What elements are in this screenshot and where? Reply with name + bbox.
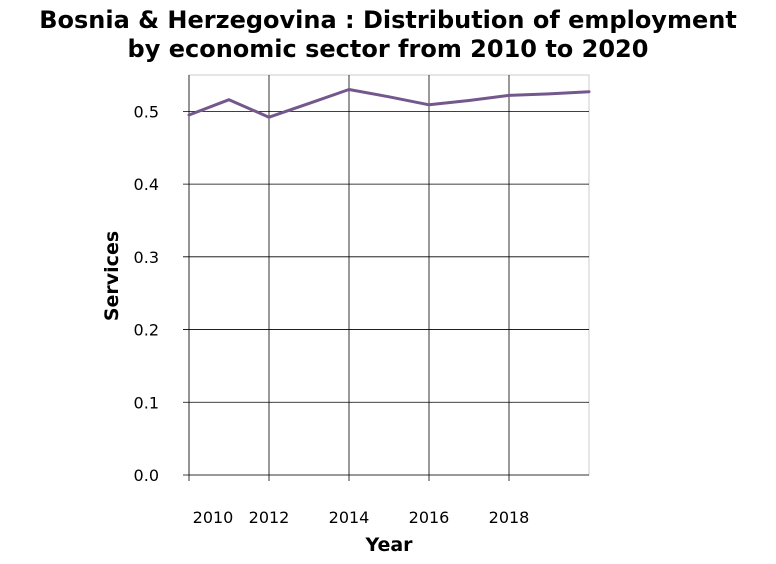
y-tick-label: 0.0: [134, 466, 159, 485]
y-tick-label: 0.3: [134, 248, 159, 267]
chart-title: Bosnia & Herzegovina : Distribution of e…: [0, 6, 776, 64]
y-tick-labels: 0.0 0.1 0.2 0.3 0.4 0.5: [134, 102, 159, 485]
plot-frame: [188, 74, 590, 476]
grid-lines: [183, 74, 590, 481]
y-tick-label: 0.2: [134, 321, 159, 340]
y-axis-label: Services: [101, 231, 123, 321]
chart-title-line-1: Bosnia & Herzegovina : Distribution of e…: [39, 6, 737, 34]
x-tick-label: 2012: [249, 508, 290, 527]
x-tick-label: 2010: [193, 508, 234, 527]
x-tick-label: 2016: [409, 508, 450, 527]
y-tick-label: 0.4: [134, 175, 159, 194]
y-tick-label: 0.1: [134, 393, 159, 412]
x-tick-label: 2018: [489, 508, 530, 527]
x-tick-labels: 2010 2012 2014 2016 2018: [193, 508, 530, 527]
y-tick-label: 0.5: [134, 102, 159, 121]
x-tick-label: 2014: [329, 508, 370, 527]
x-axis-label: Year: [364, 534, 413, 556]
series-line: [187, 88, 591, 119]
series-lines: [187, 88, 591, 119]
chart-title-line-2: by economic sector from 2010 to 2020: [127, 35, 649, 63]
